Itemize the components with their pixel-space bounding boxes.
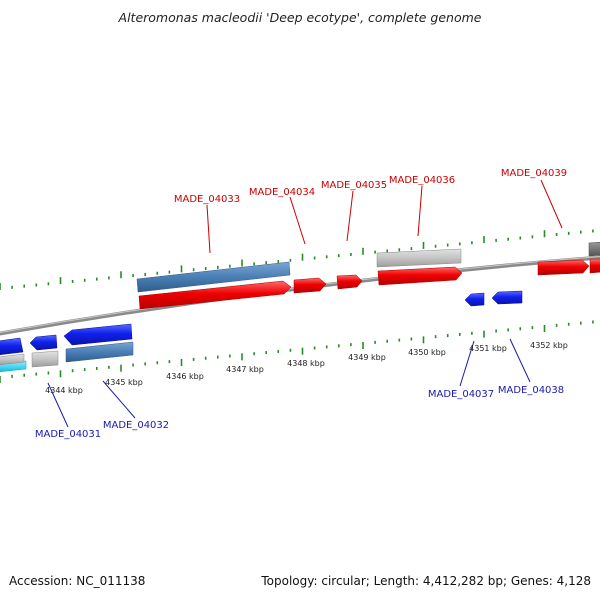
scale-label: 4351 kbp [469,344,507,353]
forward-gene-labels: MADE_04033 MADE_04034 MADE_04035 MADE_04… [174,168,567,254]
inner-tick-track [0,320,594,383]
reverse-gene-left-edge[interactable] [0,337,24,356]
forward-gene-made-04033[interactable] [138,280,292,310]
scale-label: 4349 kbp [348,353,386,362]
reverse-gene-made-04032[interactable] [63,323,133,346]
misc-feature-edge[interactable] [588,241,600,257]
label-connector [102,380,136,419]
forward-gene-made-04039[interactable] [537,259,590,276]
label-connector [509,338,531,383]
reverse-gene-made-04037[interactable] [464,292,485,307]
forward-gene-made-04035[interactable] [336,274,363,290]
forward-gene-made-04040[interactable] [589,258,600,274]
gene-label-made-04036[interactable]: MADE_04036 [389,175,455,186]
cds-feature-made-04032[interactable] [65,341,134,363]
scale-label: 4344 kbp [45,386,83,395]
forward-gene-made-04036[interactable] [377,266,463,286]
accession-text: Accession: NC_011138 [9,574,146,588]
gene-label-made-04033[interactable]: MADE_04033 [174,194,240,205]
label-connector [540,179,563,229]
gene-label-made-04039[interactable]: MADE_04039 [501,168,567,179]
reverse-gene-made-04038[interactable] [491,290,523,305]
gene-label-made-04034[interactable]: MADE_04034 [249,187,315,198]
misc-feature-left[interactable] [0,353,25,366]
reverse-gene-made-04031[interactable] [29,334,58,351]
label-connector [417,185,423,237]
scale-label: 4348 kbp [287,359,325,368]
scale-label: 4352 kbp [530,341,568,350]
label-connector [459,340,475,387]
label-connector [289,196,306,245]
scale-label: 4346 kbp [166,372,204,381]
label-connector [346,190,354,242]
scale-labels: 4344 kbp 4345 kbp 4346 kbp 4347 kbp 4348… [45,341,568,395]
outer-tick-track [0,229,594,290]
gene-label-made-04037[interactable]: MADE_04037 [428,389,494,400]
misc-feature-made-04036[interactable] [376,248,462,268]
label-connector [206,204,211,254]
genome-title: Alteromonas macleodii 'Deep ecotype', co… [118,10,482,25]
scale-label: 4350 kbp [408,348,446,357]
gene-label-made-04035[interactable]: MADE_04035 [321,180,387,191]
scale-label: 4347 kbp [226,365,264,374]
forward-gene-made-04034[interactable] [293,277,327,294]
misc-feature-made-04031[interactable] [31,350,59,368]
label-connector [47,382,69,428]
genome-summary-text: Topology: circular; Length: 4,412,282 bp… [261,574,591,588]
scale-label: 4345 kbp [105,378,143,387]
gene-label-made-04031[interactable]: MADE_04031 [35,429,101,440]
reverse-gene-labels: MADE_04031 MADE_04032 MADE_04037 MADE_04… [35,338,564,440]
gene-label-made-04032[interactable]: MADE_04032 [103,420,169,431]
gene-label-made-04038[interactable]: MADE_04038 [498,385,564,396]
cds-feature-made-04033[interactable] [136,261,291,293]
